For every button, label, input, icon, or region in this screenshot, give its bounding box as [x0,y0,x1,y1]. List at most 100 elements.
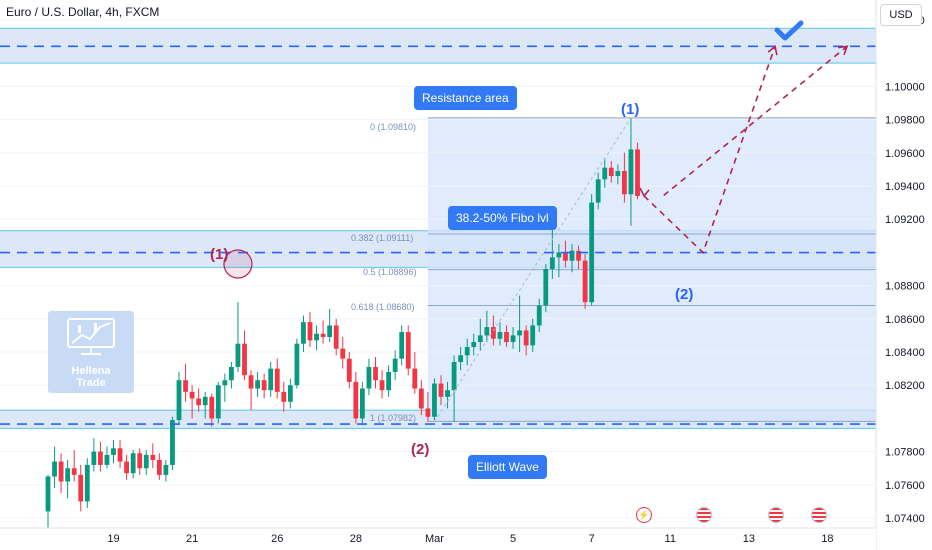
candle-body [84,464,90,502]
candle-body [176,380,182,421]
candle-body [143,454,149,469]
candle-body [261,380,267,391]
candle-body [229,366,234,381]
currency-selector[interactable]: USD [880,4,922,26]
candle-body [287,385,293,402]
candle-body [589,202,595,303]
fib-label-1: 1 (1.07982) [370,413,417,423]
us-flag-icon[interactable] [811,507,827,523]
projection-start-arrowhead [639,187,650,198]
candle-body [484,327,490,336]
overlay-layer [0,44,876,425]
candle-body [628,149,634,195]
candle-body [523,330,529,346]
candle-body [445,390,450,397]
price-tag-resistance: 1.10241 [884,60,924,72]
price-tick-label: 1.08400 [885,347,925,359]
us-flag-icon[interactable] [768,507,784,523]
logo-name-line1: Hellena [71,365,111,377]
price-tag-support: 1.07966 [884,422,924,434]
fib-label-50: 0.5 (1.08896) [363,267,417,277]
candle-body [320,333,326,338]
time-tick-label: 13 [743,533,755,545]
candle-body [248,375,254,389]
time-tick-label: 21 [186,533,198,545]
candle-body [58,461,64,482]
callout-resistance[interactable]: Resistance area [414,86,517,110]
candle-body [117,448,123,462]
candle-body [418,388,424,409]
time-tick-label: 7 [589,533,595,545]
candle-body [569,250,575,261]
us-flag-icon[interactable] [696,507,712,523]
candle-body [268,368,274,391]
projection-path-1 [643,46,776,254]
candle-body [458,355,464,362]
logo-name-line2: Trade [76,377,106,389]
lightning-event-icon[interactable]: ⚡ [636,507,652,523]
candle-body [71,468,77,475]
candle-body [497,332,503,339]
price-tick-label: 1.07800 [885,447,925,459]
candle-body [281,391,287,402]
candle-body [255,380,260,389]
candle-body [491,327,496,339]
candle-body [45,476,51,512]
candle-body [549,257,555,269]
candle-body [464,347,470,356]
candle-body [78,474,84,502]
candle-body [156,459,162,475]
candle-body [242,343,247,376]
candle-body [52,461,57,477]
candle-body [327,325,333,338]
candle-body [137,453,143,469]
time-tick-label: 28 [350,533,362,545]
candle-body [314,333,319,341]
candle-body [510,335,516,343]
candle-body [635,149,640,196]
candle-body [65,468,71,482]
candle-body [379,380,385,391]
fib-label-382: 0.382 (1.09111) [351,233,414,243]
candle-body [536,305,542,326]
candle-body [150,454,156,460]
price-tick-label: 1.09600 [885,148,925,160]
callout-elliott[interactable]: Elliott Wave [468,455,547,479]
candle-body [608,167,614,176]
time-axis-bg [0,528,876,550]
time-tick-label: 19 [107,533,119,545]
candle-body [412,368,418,389]
candle-body [307,322,313,341]
candle-body [602,167,608,180]
candle-body [615,171,621,176]
wave-trend-line [434,117,632,423]
zone-resistance-area [0,28,876,64]
candle-body [438,383,444,397]
price-tick-label: 1.09800 [885,115,925,127]
candle-body [170,420,175,465]
candle-body [235,343,241,367]
price-tick-label: 1.08600 [885,314,925,326]
candle-body [399,332,405,359]
candle-body [622,171,627,195]
wave-label-2-left: (2) [411,441,430,458]
candle-body [432,383,437,417]
time-tick-label: Mar [425,533,444,545]
candle-body [582,260,588,303]
price-tick-label: 1.08200 [885,380,925,392]
callout-fibo[interactable]: 38.2-50% Fibo lvl [448,206,557,230]
chart-title: Euro / U.S. Dollar, 4h, FXCM [6,5,160,19]
candle-body [215,385,221,419]
wave-label-2-right: (2) [675,286,694,303]
time-tick-label: 11 [665,533,676,545]
candle-body [333,325,339,349]
candle-body [595,179,601,203]
candle-body [563,252,568,261]
wave-label-1-right: (1) [621,101,640,118]
price-tick-label: 1.09200 [885,214,925,226]
candle-body [366,366,372,389]
wave-label-1-left: (1) [210,246,229,263]
candle-body [196,398,202,406]
